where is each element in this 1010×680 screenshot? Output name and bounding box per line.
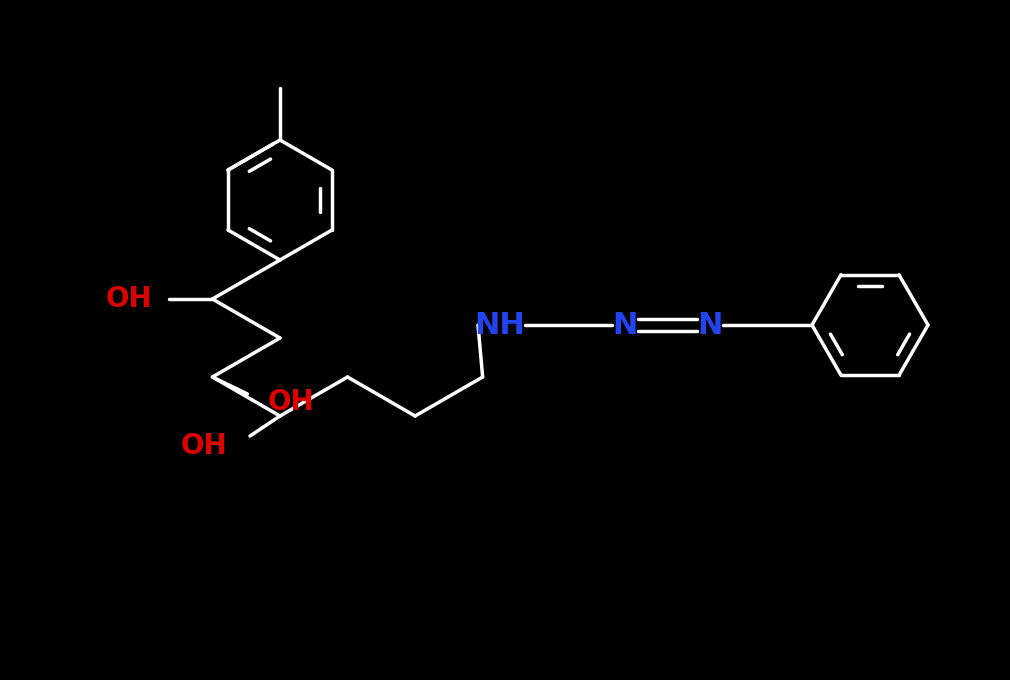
Text: NH: NH — [475, 311, 525, 339]
Text: OH: OH — [268, 388, 314, 416]
Text: N: N — [697, 311, 723, 339]
Text: OH: OH — [181, 432, 227, 460]
Text: OH: OH — [106, 285, 153, 313]
Text: N: N — [612, 311, 637, 339]
